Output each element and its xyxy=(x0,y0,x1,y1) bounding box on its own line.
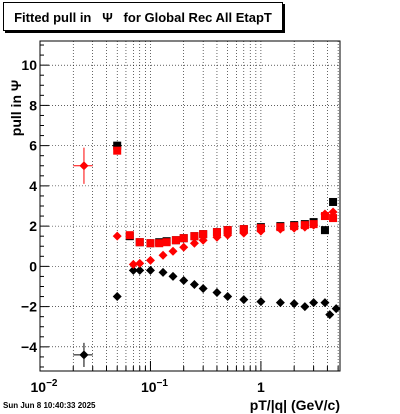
data-point-diamond xyxy=(158,267,168,277)
data-point-diamond xyxy=(328,207,338,217)
data-point-square xyxy=(146,239,155,248)
data-point-square xyxy=(190,232,199,241)
data-point-square xyxy=(125,231,134,240)
y-tick-label: 8 xyxy=(29,97,37,113)
data-point-diamond xyxy=(212,232,222,242)
y-tick-label: −2 xyxy=(21,299,37,315)
data-point-square xyxy=(135,238,144,247)
data-point-diamond xyxy=(212,288,222,298)
data-point-diamond xyxy=(275,298,285,308)
y-tick-label: 10 xyxy=(21,57,37,73)
data-point-diamond xyxy=(320,298,330,308)
x-tick-label: 10−1 xyxy=(141,378,168,395)
x-tick-label: 10−2 xyxy=(31,378,58,395)
data-point-square xyxy=(329,214,338,223)
data-point-diamond xyxy=(256,297,266,307)
data-point-diamond xyxy=(179,275,189,285)
data-point-diamond xyxy=(168,246,178,256)
data-point-diamond xyxy=(309,220,319,230)
data-point-square xyxy=(223,226,232,235)
data-point-diamond xyxy=(135,258,145,268)
data-point-diamond xyxy=(135,265,145,275)
data-point-square xyxy=(113,146,122,155)
data-point-square xyxy=(113,141,122,150)
data-point-diamond xyxy=(325,310,335,320)
data-point-diamond xyxy=(223,292,233,302)
data-point-diamond xyxy=(239,228,249,238)
data-point-square xyxy=(179,234,188,243)
data-point-diamond xyxy=(128,265,138,275)
data-point-diamond xyxy=(198,235,208,245)
data-point-diamond xyxy=(223,230,233,240)
data-point-diamond xyxy=(168,271,178,281)
y-tick-label: 4 xyxy=(29,178,37,194)
axis-ticks xyxy=(39,44,339,371)
data-layer xyxy=(73,141,341,367)
data-point-diamond xyxy=(289,299,299,309)
data-point-diamond xyxy=(309,298,319,308)
data-point-diamond xyxy=(300,222,310,232)
timestamp-footer: Sun Jun 8 10:40:33 2025 xyxy=(3,401,96,410)
data-point-diamond xyxy=(331,304,341,314)
data-point-diamond xyxy=(112,231,122,241)
data-point-diamond xyxy=(189,238,199,248)
data-point-diamond xyxy=(275,224,285,234)
y-tick-label: 6 xyxy=(29,138,37,154)
y-tick-label: 0 xyxy=(29,258,37,274)
data-point-diamond xyxy=(128,259,138,269)
data-point-diamond xyxy=(112,292,122,302)
data-point-diamond xyxy=(79,350,89,360)
grid xyxy=(40,41,340,371)
data-point-diamond xyxy=(256,226,266,236)
data-point-diamond xyxy=(320,209,330,219)
data-point-diamond xyxy=(198,284,208,293)
plot-frame xyxy=(39,40,341,372)
data-point-diamond xyxy=(189,279,199,289)
x-tick-label: 1 xyxy=(257,379,265,395)
data-point-diamond xyxy=(289,223,299,233)
data-point-square xyxy=(171,236,180,245)
x-axis-title: pT/|q| (GeV/c) xyxy=(250,397,340,413)
data-point-square xyxy=(320,226,329,235)
y-tick-label: 2 xyxy=(29,218,37,234)
data-point-diamond xyxy=(145,265,155,275)
data-point-square xyxy=(155,239,164,248)
data-point-square xyxy=(162,238,171,247)
data-point-diamond xyxy=(79,161,89,171)
data-point-square xyxy=(212,228,221,237)
axis-tick-labels: −4 −2 0 2 4 6 8 10 10−2 10−1 1 xyxy=(21,57,265,395)
data-point-square xyxy=(329,197,338,206)
data-point-diamond xyxy=(179,242,189,252)
chart-title: Fitted pull in Ψ for Global Rec All Etap… xyxy=(14,10,272,25)
data-point-diamond xyxy=(239,295,249,305)
data-point-diamond xyxy=(145,255,155,265)
y-tick-label: −4 xyxy=(21,339,37,355)
data-point-diamond xyxy=(300,302,310,312)
data-point-square xyxy=(199,230,208,239)
y-axis-title: pull in Ψ xyxy=(8,80,24,136)
chart-title-box: Fitted pull in Ψ for Global Rec All Etap… xyxy=(3,2,283,31)
data-point-diamond xyxy=(158,250,168,260)
